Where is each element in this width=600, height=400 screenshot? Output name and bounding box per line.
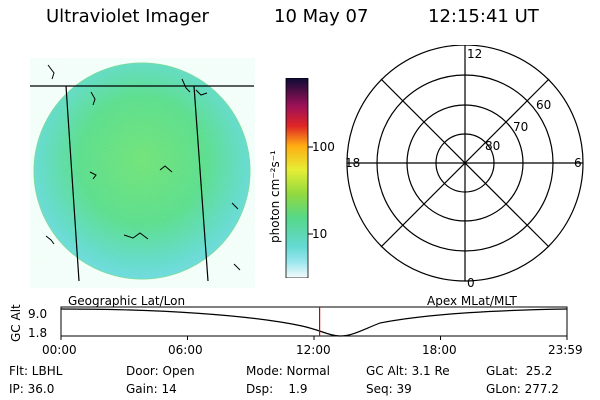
observation-date: 10 May 07 (274, 6, 369, 27)
polar-axis-diag-2 (380, 78, 550, 248)
map-fragment-2 (90, 91, 96, 106)
map-fragment-10 (233, 263, 241, 271)
colorbar-label-10: 10 (312, 227, 328, 241)
colorbar (285, 77, 309, 279)
altitude-curve (60, 308, 568, 337)
mlt-label-18: 18 (345, 156, 361, 170)
timeline-label-4: 23:59 (548, 343, 583, 357)
altitude-min-label: 1.8 (28, 326, 48, 340)
map-fragment-9 (231, 202, 239, 210)
map-fragment-4 (123, 232, 149, 240)
observation-time: 12:15:41 UT (428, 6, 539, 27)
colorbar-unit-label: photon cm⁻²s⁻¹ (268, 150, 282, 243)
mlt-label-12: 12 (467, 47, 483, 61)
lat-label-70: 70 (513, 120, 529, 134)
right-panel-label: Apex MLat/MLT (427, 294, 517, 308)
timeline-label-1: 06:00 (168, 343, 203, 357)
footer-field-gain: Gain: 14 (126, 382, 177, 396)
lat-label-60: 60 (536, 98, 552, 112)
footer-field-glat: GLat: 25.2 (486, 364, 553, 378)
timeline-label-0: 00:00 (42, 343, 77, 357)
grid-line-left (65, 85, 80, 282)
timeline-panel: GC Alt 9.0 1.8 00:00 06:00 12:00 18:00 2… (0, 295, 600, 357)
footer-field-dsp: Dsp: 1.9 (246, 382, 308, 396)
timeline-label-2: 12:00 (296, 343, 331, 357)
footer-field-gc-alt: GC Alt: 3.1 Re (366, 364, 450, 378)
map-fragment-5 (159, 165, 173, 173)
uv-image-panel (30, 58, 255, 288)
map-fragment-3 (89, 171, 97, 180)
footer-field-ip: IP: 36.0 (9, 382, 55, 396)
footer-field-flt: Flt: LBHL (9, 364, 63, 378)
altitude-axis-title: GC Alt (9, 304, 23, 342)
polar-plot-svg (346, 44, 584, 282)
uv-disk-edge (33, 62, 251, 280)
footer-field-seq: Seq: 39 (366, 382, 412, 396)
altitude-max-label: 9.0 (28, 307, 48, 321)
map-fragment-7 (195, 89, 208, 96)
window-title: Ultraviolet Imager (46, 6, 209, 27)
map-fragment-6 (181, 78, 191, 93)
colorbar-label-100: 100 (312, 140, 335, 154)
footer-field-mode: Mode: Normal (246, 364, 330, 378)
timeline-svg (60, 306, 568, 340)
left-panel-label: Geographic Lat/Lon (68, 294, 186, 308)
map-fragment-8 (45, 235, 55, 245)
grid-line-right (193, 85, 209, 282)
footer-field-door: Door: Open (126, 364, 195, 378)
mlt-label-0: 0 (467, 276, 475, 290)
footer-field-glon: GLon: 277.2 (486, 382, 559, 396)
uv-image-svg (30, 62, 254, 282)
map-fragment-1 (47, 64, 55, 80)
lat-label-80: 80 (485, 139, 501, 153)
colorbar-panel: 100 10 photon cm⁻²s⁻¹ (260, 77, 335, 279)
polar-plot-panel: 12 18 6 0 60 70 80 (340, 44, 590, 290)
mlt-label-6: 6 (574, 156, 582, 170)
timeline-label-3: 18:00 (422, 343, 457, 357)
